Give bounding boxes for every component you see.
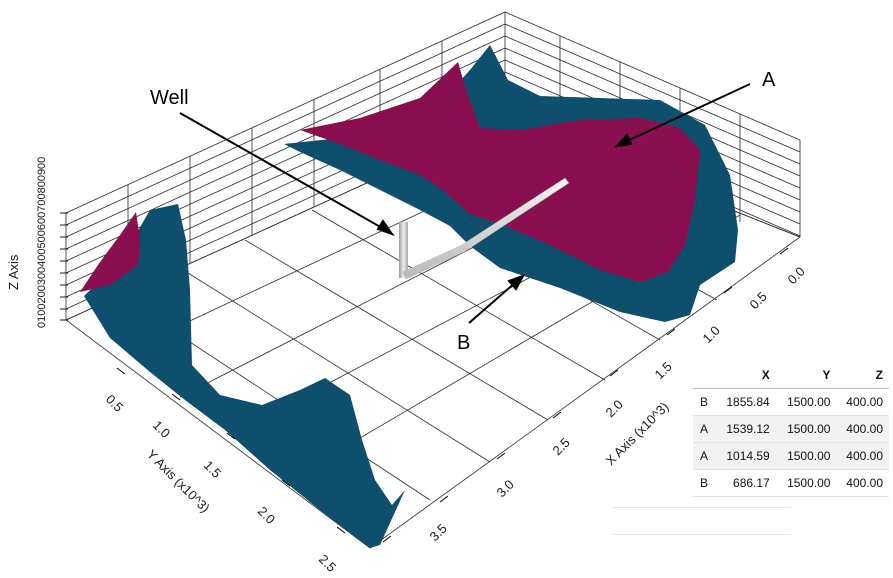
well-label: Well <box>150 87 189 109</box>
row-y: 1500.00 <box>787 476 831 490</box>
x-tick-7: 3.5 <box>427 521 450 544</box>
label-a: A <box>762 69 776 91</box>
row-y: 1500.00 <box>775 442 837 470</box>
table-row[interactable]: A 1014.59 1500.00 400.00 <box>693 442 889 470</box>
x-tick-4: 2.0 <box>603 397 626 420</box>
z-axis-tick-labels: 0100200300400500600700800900 <box>36 157 48 328</box>
y-tick-4: 2.5 <box>316 552 339 575</box>
row-x: 1539.12 <box>715 415 776 443</box>
surface-a <box>80 62 700 292</box>
table-header-x: X <box>761 368 770 382</box>
x-tick-3: 1.5 <box>652 359 675 382</box>
row-y: 1500.00 <box>775 415 837 443</box>
row-z: 400.00 <box>846 476 883 490</box>
z-axis-title: Z Axis <box>6 254 21 290</box>
empty-table-row <box>613 507 791 508</box>
table-row[interactable]: B 1855.84 1500.00 400.00 <box>693 389 889 416</box>
row-x: 1014.59 <box>715 442 776 470</box>
z-axis: Z Axis 0100200300400500600700800900 <box>6 157 68 328</box>
y-axis-title: Y Axis (x10^3) <box>144 447 213 516</box>
x-tick-5: 2.5 <box>550 435 573 458</box>
table-row[interactable]: B 686.17 1500.00 400.00 <box>693 470 889 497</box>
table-row[interactable]: A 1539.12 1500.00 400.00 <box>693 415 889 443</box>
y-tick-0: 0.5 <box>103 392 126 415</box>
row-label: A <box>693 415 715 443</box>
y-tick-2: 1.5 <box>201 458 224 481</box>
x-tick-2: 1.0 <box>700 323 723 346</box>
table-header-label <box>693 362 715 389</box>
x-tick-6: 3.0 <box>494 477 517 500</box>
annotation-arrows <box>179 83 751 324</box>
x-tick-1: 0.5 <box>747 289 770 312</box>
row-label: B <box>699 476 708 490</box>
label-b: B <box>457 332 470 354</box>
well-trajectory <box>399 177 570 280</box>
table-header-z: Z <box>875 368 883 382</box>
table-header-y: Y <box>822 368 831 382</box>
row-label: B <box>699 395 708 409</box>
x-tick-0: 0.0 <box>785 264 808 287</box>
row-x: 686.17 <box>733 476 770 490</box>
empty-table-row <box>613 534 791 535</box>
row-z: 400.00 <box>836 442 889 470</box>
row-z: 400.00 <box>836 415 889 443</box>
row-label: A <box>693 442 715 470</box>
row-z: 400.00 <box>846 395 883 409</box>
coordinate-table: X Y Z B 1855.84 1500.00 400.00 A 1539.12… <box>693 362 889 497</box>
row-x: 1855.84 <box>726 395 770 409</box>
y-tick-3: 2.0 <box>255 504 278 527</box>
y-tick-1: 1.0 <box>150 418 173 441</box>
row-y: 1500.00 <box>787 395 831 409</box>
table-header-row: X Y Z <box>693 362 889 389</box>
